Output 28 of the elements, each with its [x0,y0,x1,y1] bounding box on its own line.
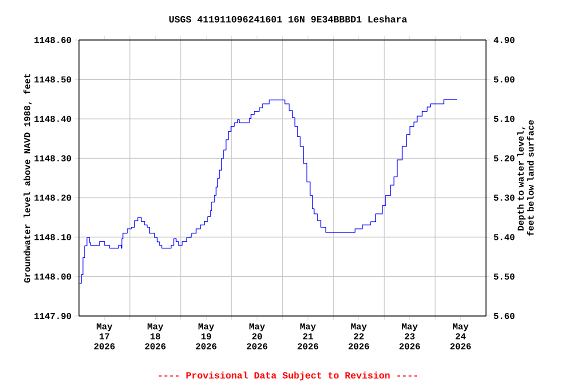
y2-tick-label: 5.40 [494,234,514,240]
y2-tick-label: 5.20 [494,155,514,162]
y2-tick-label: 5.30 [494,194,514,201]
y-tick-label: 1148.20 [34,194,72,201]
y2-tick-label: 4.90 [494,36,514,44]
x-tick-label: May 23 2026 [399,323,420,350]
y-tick-label: 1148.40 [34,116,72,122]
y2-tick-label: 5.10 [494,116,514,122]
x-tick-label: May 22 2026 [348,323,370,350]
x-tick-label: May 19 2026 [196,323,216,350]
x-tick-label: May 17 2026 [94,323,115,350]
y-axis-title: Groundwater level above NAVD 1988, feet [23,74,32,283]
y-tick-label: 1148.30 [34,155,72,162]
y2-tick-label: 5.50 [494,274,514,280]
x-tick-label: May 21 2026 [298,323,318,350]
y2-tick-label: 5.60 [494,312,514,320]
x-tick-label: May 18 2026 [145,323,166,350]
y-tick-label: 1148.60 [34,36,72,44]
y-tick-label: 1148.50 [34,76,72,82]
text: ---- Provisional Data Subject to Revision ---- [158,372,418,380]
x-tick-label: May 24 2026 [450,323,471,350]
chart-title: USGS 411911096241601 16N 9E34BBBD1 Leshara [169,16,408,22]
y-tick-label: 1147.90 [34,312,72,320]
y2-axis-title: Depth to water level, feet below land surface [517,120,534,236]
x-tick-label: May 20 2026 [246,323,268,350]
y-tick-label: 1148.10 [34,234,72,240]
y2-tick-label: 5.00 [494,76,514,82]
y-tick-label: 1148.00 [34,274,72,280]
